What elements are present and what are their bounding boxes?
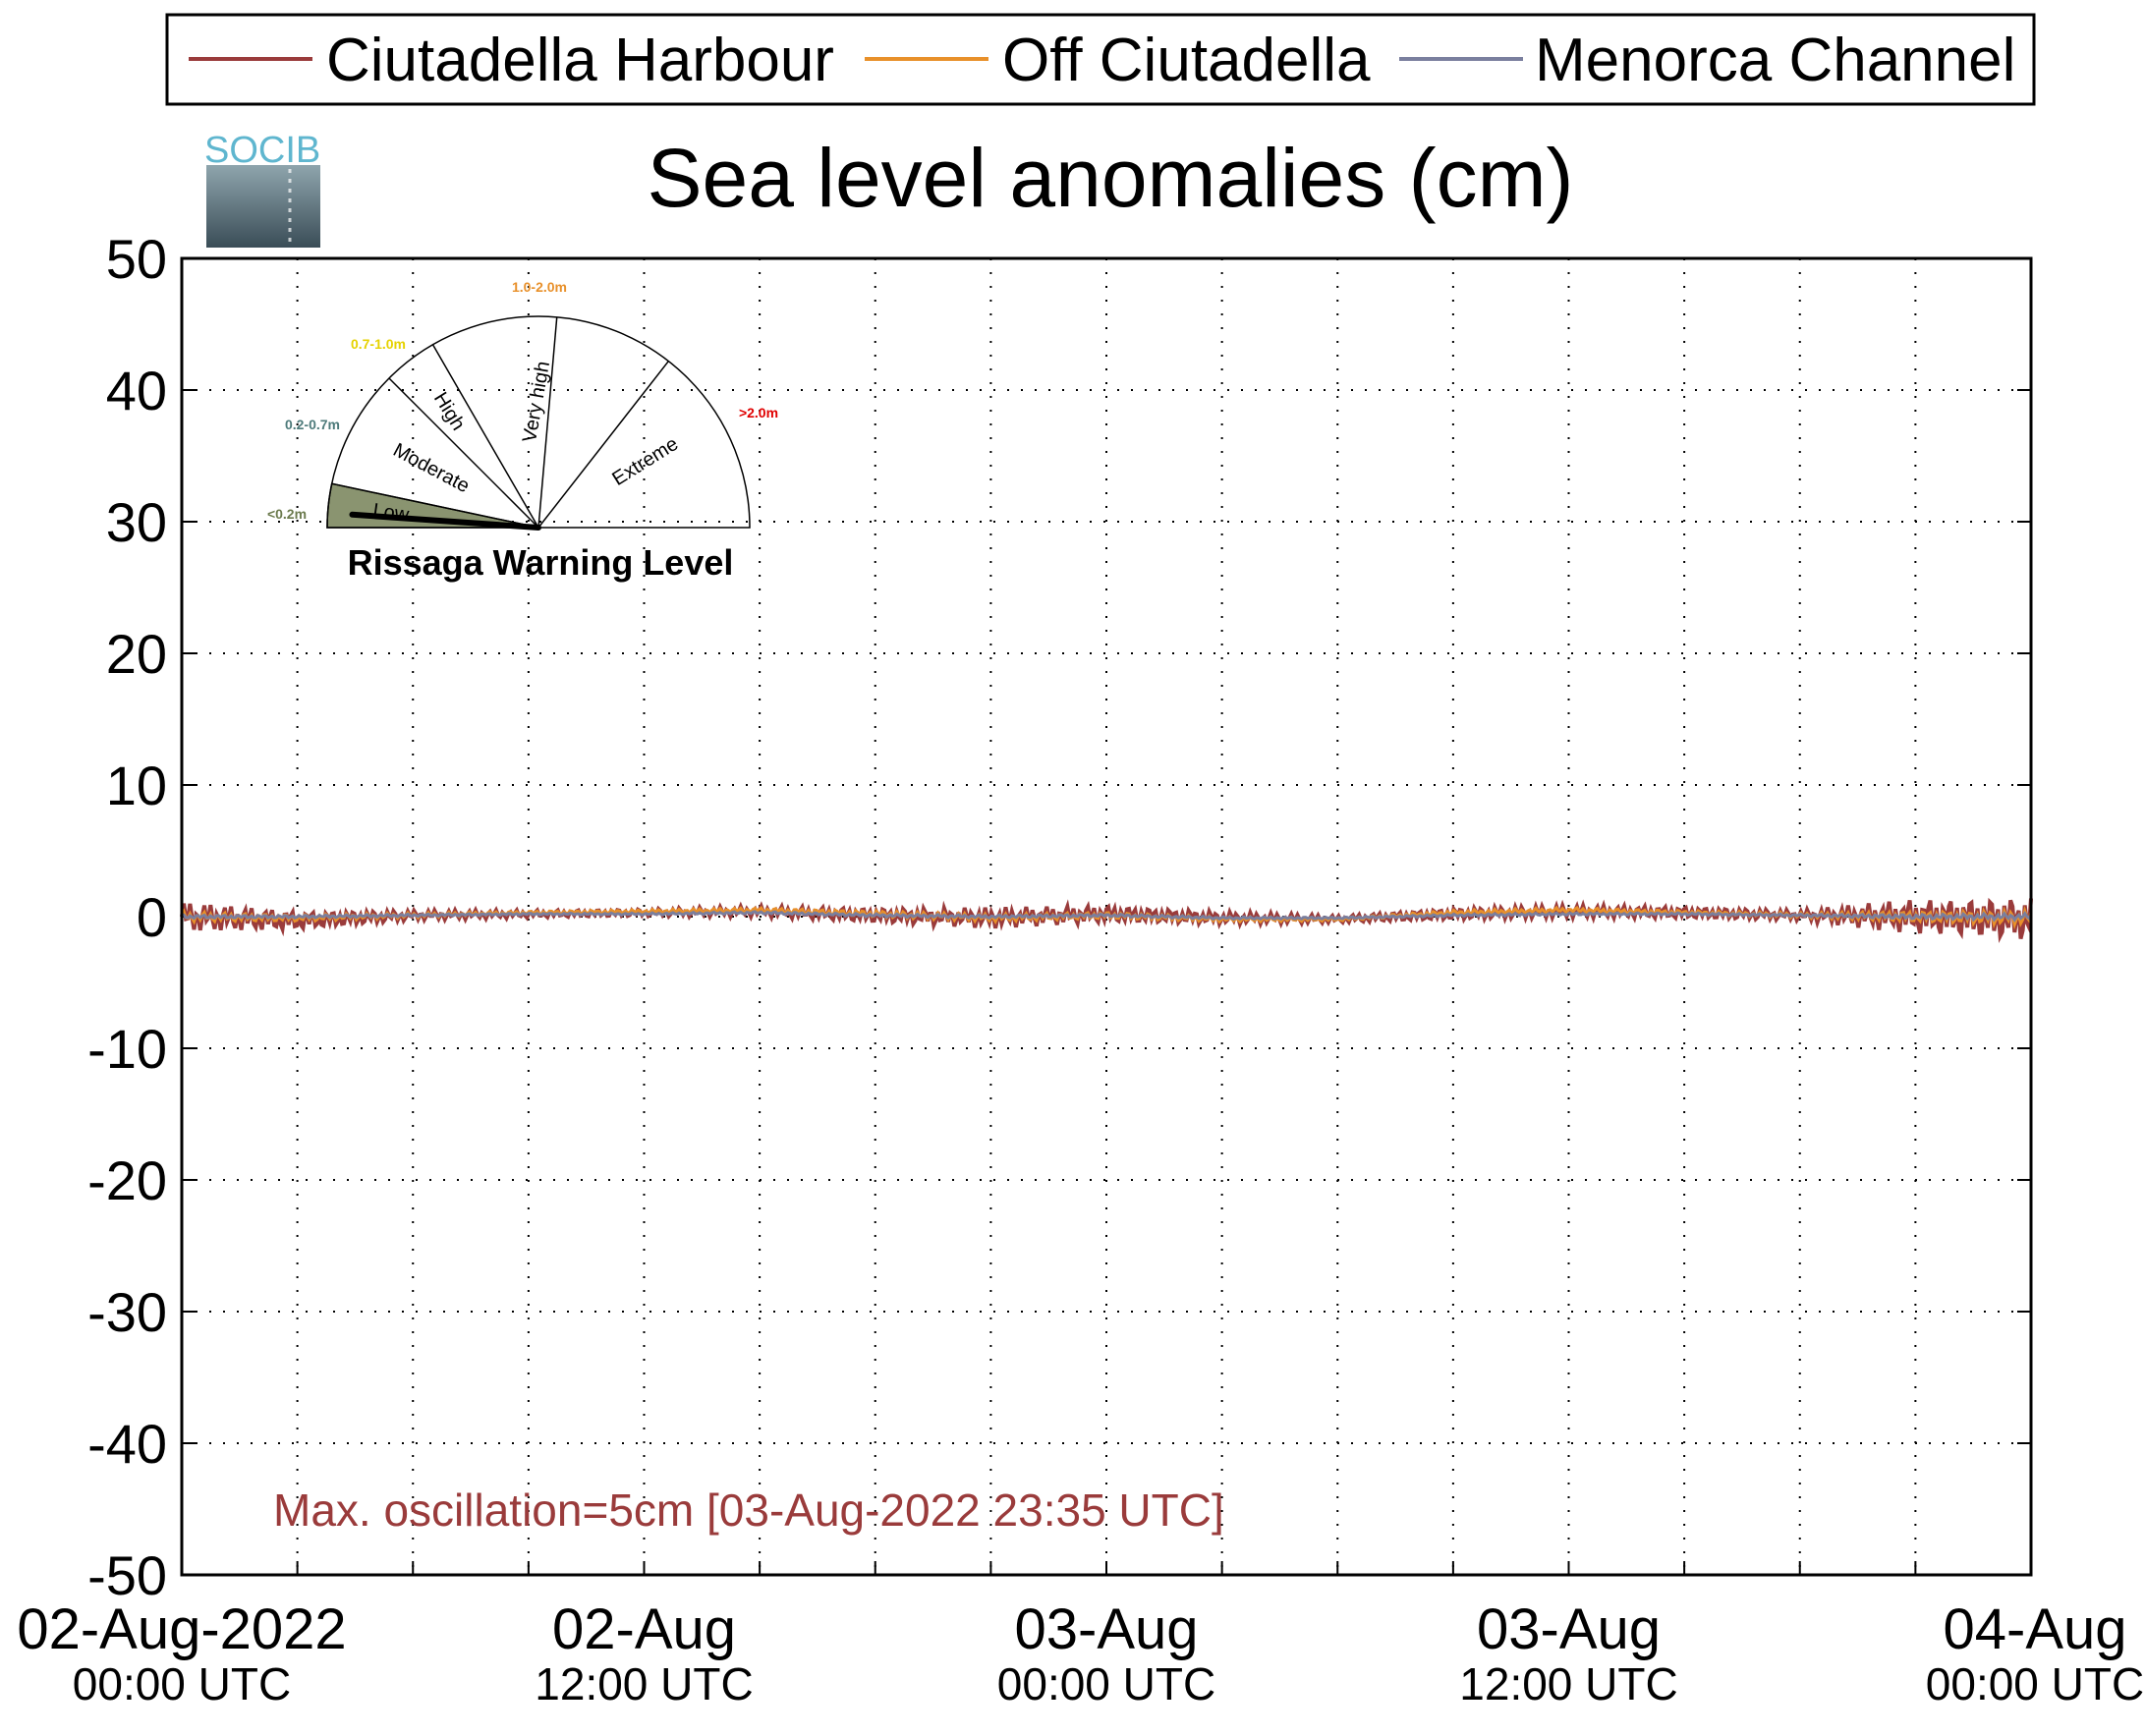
gauge-divider <box>537 316 558 529</box>
gauge-title: Rissaga Warning Level <box>348 542 734 583</box>
y-tick-label: -50 <box>87 1544 167 1606</box>
x-tick-label-date: 02-Aug-2022 <box>17 1597 346 1661</box>
x-tick-label-date: 03-Aug <box>1477 1597 1661 1661</box>
y-tick-label: 30 <box>106 491 167 553</box>
legend: Ciutadella Harbour Off Ciutadella Menorc… <box>165 13 2036 106</box>
gauge-divider <box>331 482 539 529</box>
gauge-range-label: >2.0m <box>739 405 778 420</box>
y-tick-label: -10 <box>87 1018 167 1080</box>
gauge-divider <box>431 344 539 529</box>
x-tick-label-time: 00:00 UTC <box>1926 1658 2144 1709</box>
gauge-needle <box>349 511 541 531</box>
series-layer <box>180 897 2033 943</box>
plot-frame <box>180 256 2033 1577</box>
series-line-menorca-channel <box>181 910 2033 923</box>
y-tick-label: 0 <box>137 886 167 948</box>
gauge-sector-label: Low <box>371 500 411 527</box>
x-tick-label-time: 12:00 UTC <box>1459 1658 1677 1709</box>
legend-label-ciutadella-harbour: Ciutadella Harbour <box>326 27 834 94</box>
gauge-sector-label: Extreme <box>608 433 682 490</box>
gauge-range-label: 1.0-2.0m <box>512 279 567 295</box>
gauge-range-label: 0.2-0.7m <box>285 417 340 432</box>
y-tick-label: 10 <box>106 755 167 816</box>
x-tick-label-date: 02-Aug <box>552 1597 736 1661</box>
legend-label-menorca-channel: Menorca Channel <box>1535 27 2015 94</box>
max-oscillation-annotation: Max. oscillation=5cm [03-Aug-2022 23:35 … <box>273 1484 1224 1536</box>
y-tick-label: 40 <box>106 360 167 421</box>
x-tick-label-time: 00:00 UTC <box>73 1658 291 1709</box>
y-tick-label: -20 <box>87 1149 167 1211</box>
y-tick-label: -40 <box>87 1413 167 1475</box>
x-tick-label-date: 03-Aug <box>1014 1597 1198 1661</box>
gauge-range-label: <0.2m <box>267 506 307 522</box>
x-tick-label-time: 12:00 UTC <box>535 1658 753 1709</box>
gauge-range-label: 0.7-1.0m <box>351 336 406 352</box>
legend-label-off-ciutadella: Off Ciutadella <box>1002 27 1371 94</box>
socib-logo: SOCIB <box>204 130 320 248</box>
y-tick-label: -30 <box>87 1281 167 1343</box>
gauge-sector-label: High <box>429 389 469 435</box>
legend-box <box>165 13 2036 106</box>
x-tick-label-time: 00:00 UTC <box>997 1658 1215 1709</box>
socib-logo-text: SOCIB <box>204 130 320 171</box>
x-tick-label-date: 04-Aug <box>1943 1597 2126 1661</box>
gauge-outline <box>326 315 751 529</box>
y-axis: 50 40 30 20 10 0 -10 -20 -30 -40 -50 <box>87 228 167 1606</box>
y-tick-label: 50 <box>106 228 167 290</box>
gauge-divider <box>537 361 669 529</box>
gauge-sector-label: Moderate <box>389 439 473 497</box>
y-tick-label: 20 <box>106 623 167 685</box>
gauge-divider <box>388 377 539 529</box>
chart-title: Sea level anomalies (cm) <box>647 132 1573 224</box>
